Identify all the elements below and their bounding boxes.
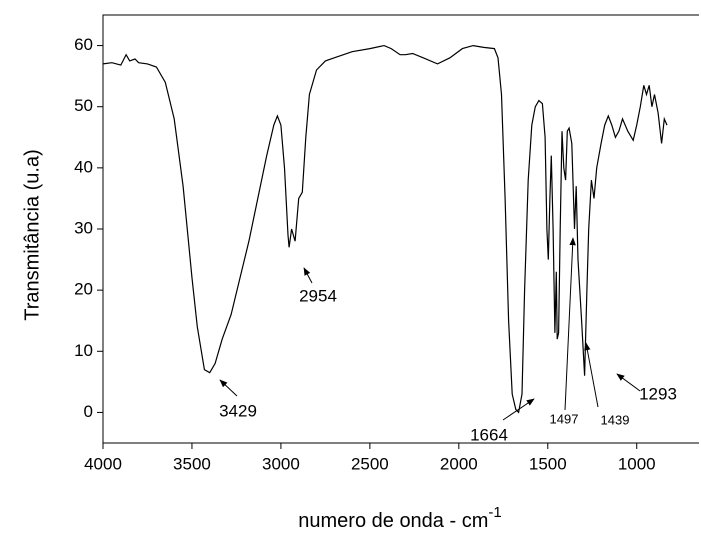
y-tick-label: 60 [74,35,93,54]
x-axis-title-text: numero de onda - cm [298,510,488,532]
y-tick-label: 30 [74,218,93,237]
annotation-label: 1439 [601,412,630,427]
y-tick-label: 40 [74,157,93,176]
y-tick-label: 50 [74,96,93,115]
x-tick-label: 3500 [173,454,211,473]
y-tick-label: 20 [74,280,93,299]
annotation-arrow [564,237,576,411]
x-axis-title: numero de onda - cm-1 [298,504,501,532]
x-tick-label: 3000 [262,454,300,473]
annotation-arrow [303,267,313,284]
y-axis-title: Transmitância (u.a) [21,149,43,321]
annotation-label: 1497 [550,411,579,426]
annotation-label: 1293 [639,384,677,403]
spectrum-line [102,44,668,414]
annotation-arrow [616,373,641,392]
x-tick-label: 2000 [440,454,478,473]
x-axis-title-sup: -1 [488,504,501,521]
annotation-label: 2954 [299,286,337,305]
annotation-arrow [219,379,238,397]
annotation-arrow [584,342,599,408]
y-tick-label: 0 [84,402,93,421]
y-tick-label: 10 [74,341,93,360]
annotation-arrow [502,398,535,421]
x-tick-label: 1500 [529,454,567,473]
x-tick-label: 4000 [84,454,122,473]
annotation-label: 3429 [219,401,257,420]
x-tick-label: 2500 [351,454,389,473]
annotation-label: 1664 [470,425,508,444]
x-tick-label: 1000 [618,454,656,473]
plot-frame [102,14,699,444]
